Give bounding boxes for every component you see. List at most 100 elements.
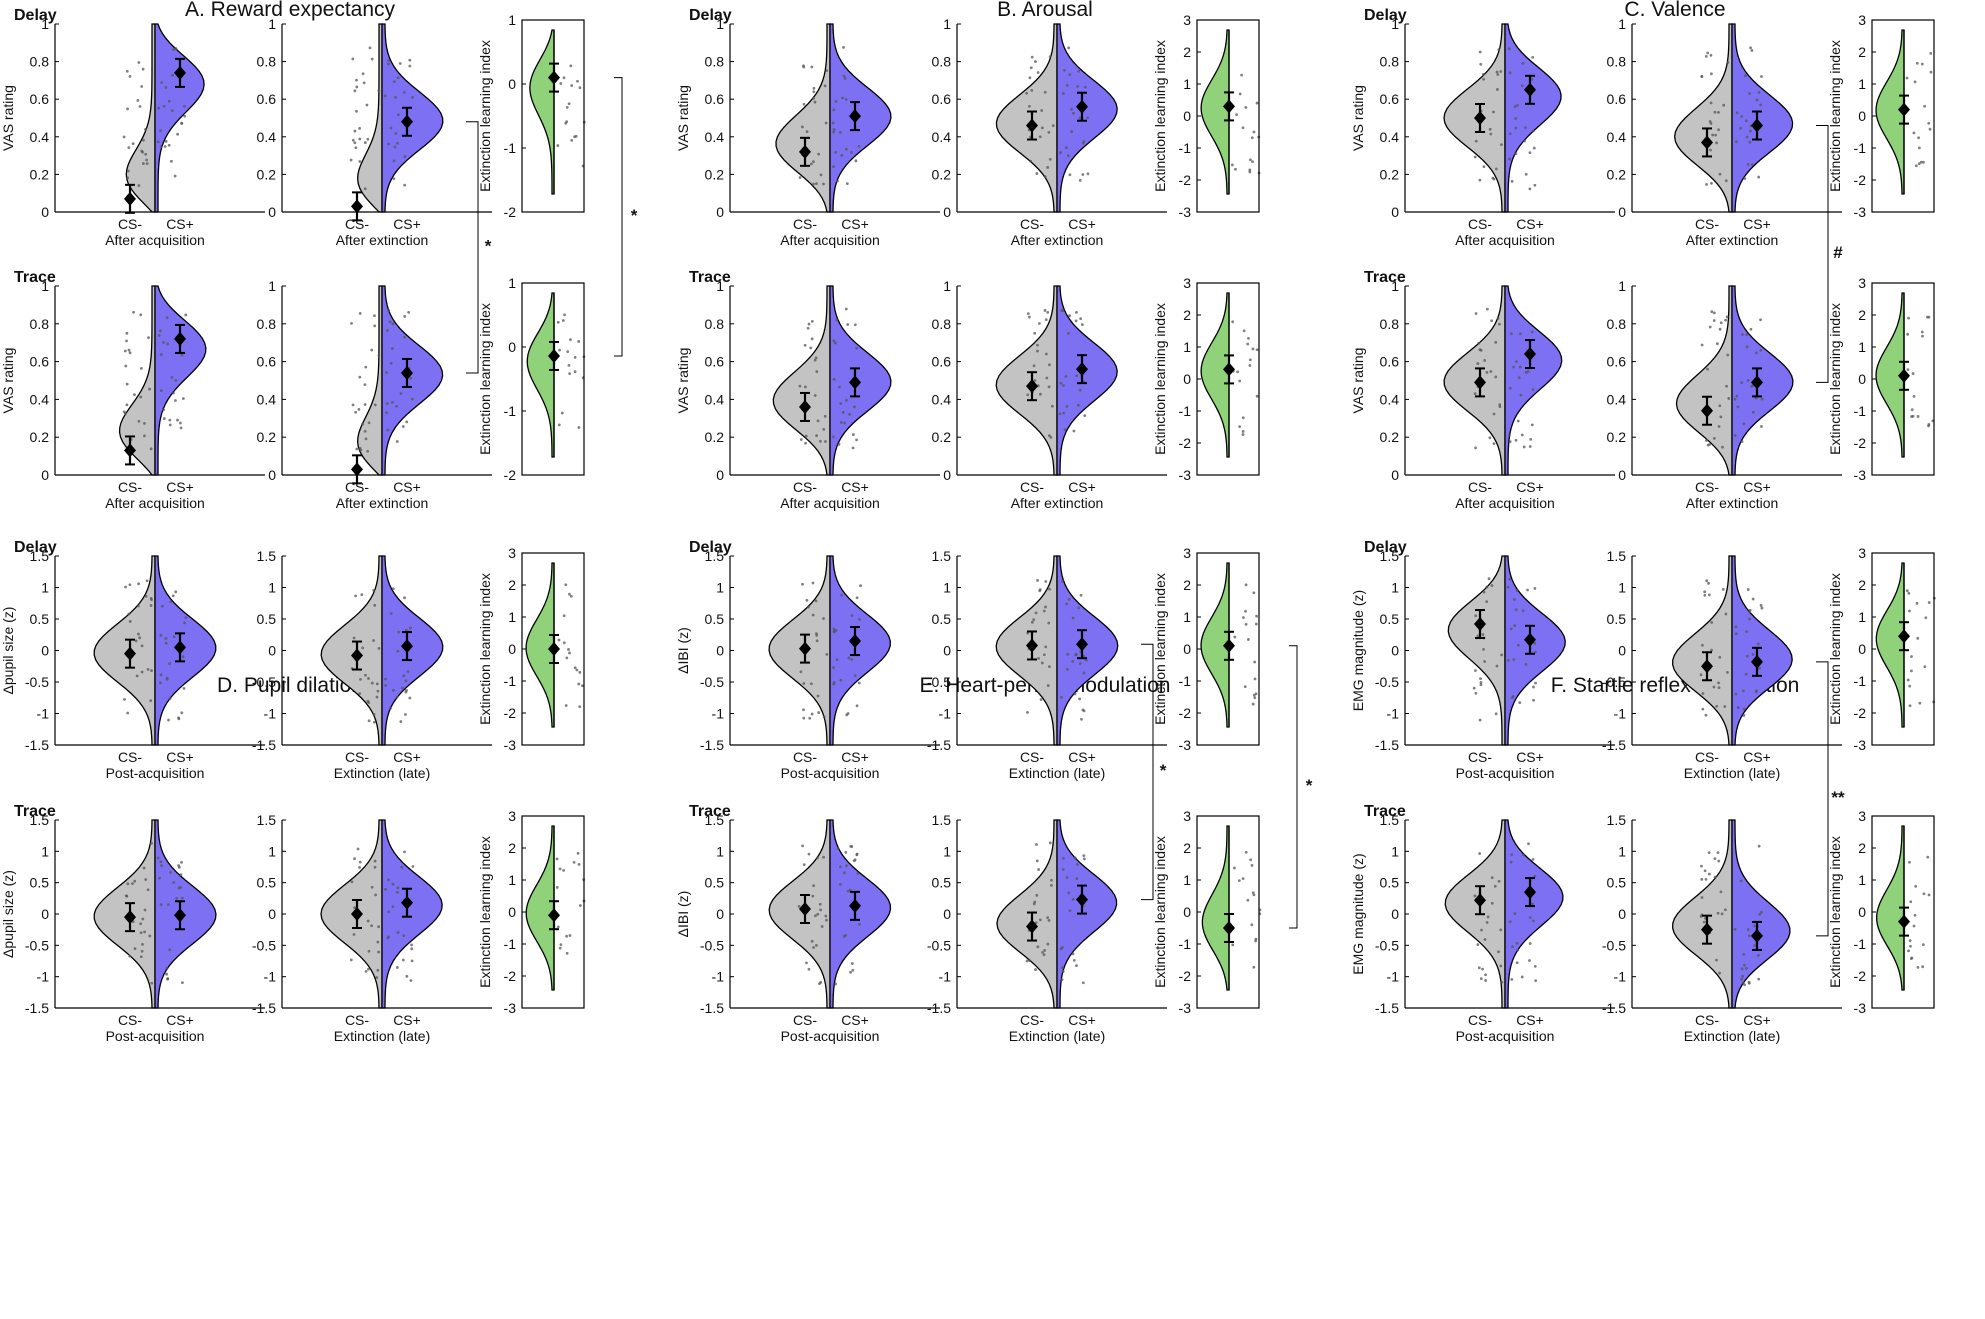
cs-minus-data-point [375, 695, 379, 699]
cs-minus-data-point [1036, 578, 1039, 582]
cs-minus-data-point [815, 370, 819, 374]
index-data-point [1244, 583, 1248, 587]
violin-cs-plus [1504, 819, 1564, 1009]
cs-minus-data-point [1478, 852, 1482, 855]
cs-minus-data-point [1046, 942, 1050, 946]
cs-minus-data-point [825, 69, 829, 72]
cs-plus-data-point [1063, 68, 1066, 72]
cs-minus-mean-point [351, 648, 363, 663]
cs-minus-data-point [358, 866, 361, 869]
cs-minus-data-point [812, 884, 816, 888]
cs-minus-data-point [801, 844, 804, 848]
cs-minus-data-point [376, 968, 380, 972]
cs-minus-data-point [148, 387, 152, 391]
index-data-point [1248, 170, 1252, 174]
cs-minus-mean-point [1026, 118, 1038, 133]
index-data-point [565, 105, 569, 109]
violin-axis-tick-label: 1 [41, 278, 49, 294]
cs-plus-data-point [176, 132, 179, 136]
x-axis-label: Post-acquisition [106, 765, 205, 781]
cs-minus-data-point [1033, 900, 1037, 904]
violin-axis-tick-label: 0.8 [1380, 316, 1400, 332]
cs-minus-data-point [1486, 307, 1489, 311]
cs-plus-data-point [834, 150, 838, 154]
index-violin [1201, 825, 1230, 991]
index-data-point [1244, 105, 1248, 109]
index-data-point [1926, 855, 1930, 859]
cs-minus-data-point [1724, 318, 1728, 322]
cs-minus-data-point [1701, 692, 1705, 695]
cs-minus-data-point [373, 603, 377, 607]
cs-plus-data-point [1061, 946, 1064, 949]
cs-plus-data-point [1067, 891, 1071, 895]
index-data-point [1927, 121, 1931, 125]
cs-plus-data-point [1519, 393, 1523, 397]
index-data-point [1910, 956, 1914, 960]
cs-plus-data-point [855, 346, 859, 350]
index-mean-point [1223, 99, 1235, 114]
cs-plus-data-point [853, 323, 857, 327]
index-data-point [1921, 334, 1924, 338]
index-axis-tick-label: 1 [1183, 609, 1191, 625]
cs-minus-data-point [372, 639, 375, 642]
cs-plus-data-point [177, 864, 181, 867]
cs-minus-data-point [140, 149, 144, 153]
cs-plus-data-point [408, 58, 412, 62]
cs-plus-data-point [1749, 327, 1753, 331]
cs-minus-mean-point [1701, 135, 1713, 150]
cs-plus-data-point [1755, 351, 1758, 355]
cs-minus-data-point [364, 365, 368, 369]
category-label-cs-plus: CS+ [393, 479, 421, 495]
index-axis-tick-label: -2 [1854, 968, 1867, 984]
index-y-axis-label: Extinction learning index [477, 836, 493, 988]
violin-axis-tick-label: -1.5 [1602, 737, 1626, 753]
index-data-point [570, 84, 574, 87]
index-data-point [1253, 696, 1257, 700]
cs-plus-data-point [1507, 433, 1511, 437]
cs-minus-data-point [811, 613, 815, 617]
cs-minus-data-point [1038, 918, 1042, 922]
cs-minus-data-point [375, 682, 379, 686]
violin-cs-minus [357, 285, 383, 476]
cs-minus-mean-point [799, 901, 811, 916]
panel-A: A. Reward expectancyDelay00.20.40.60.81C… [0, 0, 638, 511]
cs-plus-data-point [1061, 970, 1065, 973]
cs-plus-data-point [1733, 397, 1737, 401]
category-label-cs-plus: CS+ [393, 749, 421, 765]
cs-minus-data-point [373, 324, 377, 328]
category-label-cs-plus: CS+ [841, 479, 869, 495]
cs-plus-data-point [1758, 912, 1762, 916]
cs-plus-data-point [845, 398, 848, 402]
cs-minus-data-point [1717, 859, 1721, 863]
cs-minus-data-point [1724, 908, 1727, 912]
cs-plus-data-point [411, 865, 415, 868]
violin-axis-tick-label: 1.5 [705, 548, 725, 564]
cs-minus-data-point [797, 904, 801, 908]
cs-minus-data-point [1487, 577, 1491, 581]
cs-minus-data-point [1495, 70, 1499, 74]
cs-plus-data-point [1510, 853, 1514, 857]
cs-plus-data-point [850, 962, 854, 965]
cs-minus-data-point [1485, 371, 1489, 374]
index-axis-tick-label: -3 [504, 1000, 517, 1016]
cs-plus-data-point [1076, 85, 1080, 88]
significance-marker: * [631, 206, 638, 225]
index-axis-tick-label: -1 [1854, 936, 1867, 952]
cs-minus-data-point [351, 57, 355, 61]
cs-plus-data-point [398, 62, 402, 65]
panel-F: F. Startle reflex modulationDelay-1.5-1-… [1350, 539, 1936, 1044]
index-axis-tick-label: 3 [1183, 808, 1191, 824]
index-axis-tick-label: 1 [1183, 872, 1191, 888]
cs-minus-data-point [1710, 181, 1713, 185]
index-data-point [1248, 168, 1252, 172]
index-data-point [1908, 939, 1912, 943]
cs-minus-data-point [1700, 643, 1704, 647]
index-axis-tick-label: 1 [508, 275, 516, 291]
violin-axis-tick-label: 0.8 [1380, 54, 1400, 70]
cs-plus-data-point [1508, 440, 1512, 444]
violin-axis-tick-label: 1 [1618, 580, 1626, 596]
cs-plus-data-point [1742, 707, 1746, 711]
cs-plus-data-point [832, 339, 836, 343]
cs-minus-data-point [149, 699, 153, 703]
